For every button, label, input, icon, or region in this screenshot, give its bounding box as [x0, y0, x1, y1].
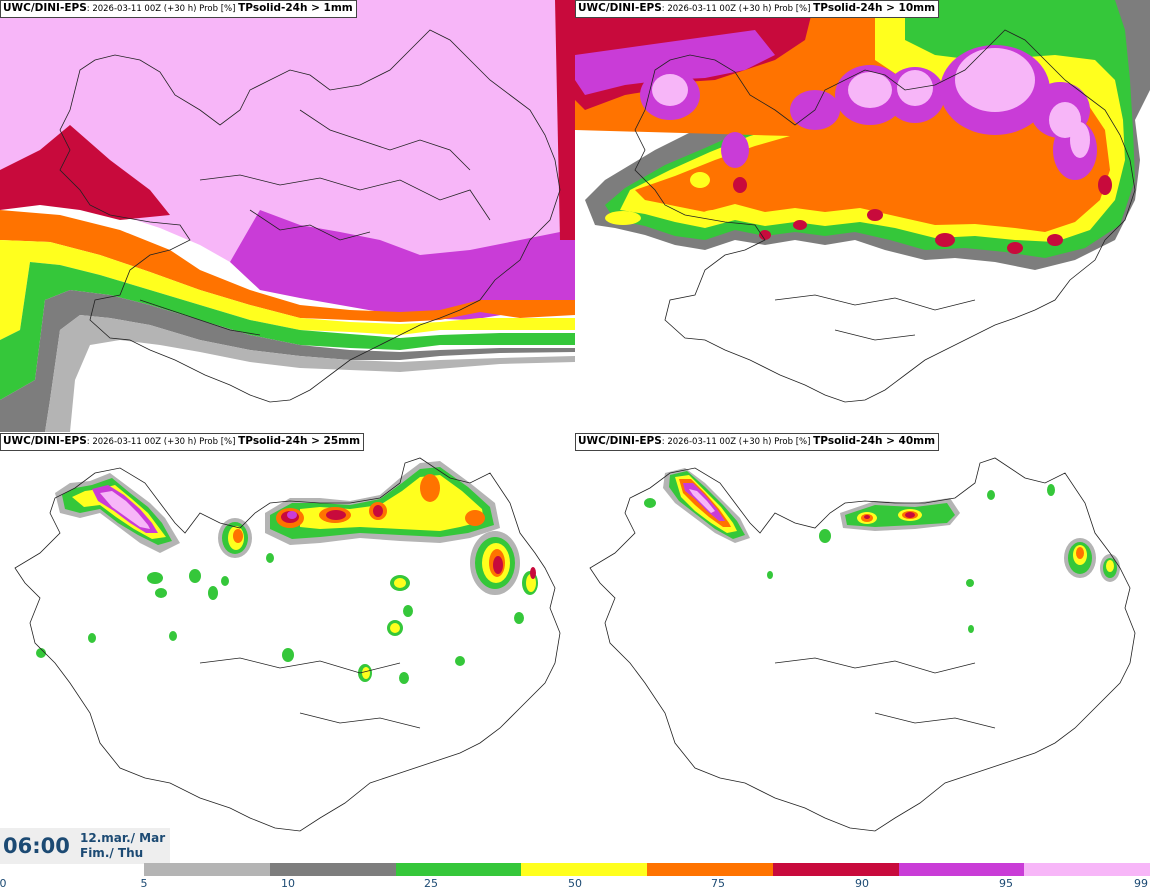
coastline-10mm — [634, 29, 1136, 403]
colorbar-segment — [647, 863, 773, 876]
model-name: UWC/DINI-EPS — [578, 435, 662, 447]
precip-map-10mm — [575, 0, 1150, 403]
param-label: TPsolid-24h > 25mm — [238, 435, 361, 447]
panel-title: UWC/DINI-EPS: 2026-03-11 00Z (+30 h) Pro… — [575, 0, 940, 18]
model-name: UWC/DINI-EPS — [3, 2, 87, 14]
map-panel-40mm: UWC/DINI-EPS: 2026-03-11 00Z (+30 h) Pro… — [575, 433, 1150, 865]
colorbar-tick-label: 99 — [1134, 877, 1148, 890]
valid-time-clock: 06:00 — [3, 834, 70, 858]
run-meta: : 2026-03-11 00Z (+30 h) Prob [%] — [661, 437, 814, 447]
colorbar-segment — [521, 863, 647, 876]
param-label: TPsolid-24h > 1mm — [238, 2, 353, 14]
panel-title: UWC/DINI-EPS: 2026-03-11 00Z (+30 h) Pro… — [575, 433, 940, 451]
colorbar-segment — [144, 863, 270, 876]
valid-time-box: 06:00 12.mar./ Mar Fim./ Thu — [0, 828, 170, 864]
valid-weekday: Fim./ Thu — [80, 846, 144, 860]
map-panel-25mm: UWC/DINI-EPS: 2026-03-11 00Z (+30 h) Pro… — [0, 433, 575, 865]
param-label: TPsolid-24h > 40mm — [813, 435, 936, 447]
model-name: UWC/DINI-EPS — [578, 2, 662, 14]
panel-title: UWC/DINI-EPS: 2026-03-11 00Z (+30 h) Pro… — [0, 0, 357, 18]
map-panel-10mm: UWC/DINI-EPS: 2026-03-11 00Z (+30 h) Pro… — [575, 0, 1150, 432]
colorbar-tick-label: 25 — [424, 877, 438, 890]
colorbar-segment — [395, 863, 522, 876]
panel-title: UWC/DINI-EPS: 2026-03-11 00Z (+30 h) Pro… — [0, 433, 365, 451]
colorbar-segment — [269, 863, 396, 876]
param-label: TPsolid-24h > 10mm — [813, 2, 936, 14]
colorbar-segment — [1024, 863, 1150, 876]
precip-map-40mm — [589, 457, 1136, 832]
map-panel-1mm: UWC/DINI-EPS: 2026-03-11 00Z (+30 h) Pro… — [0, 0, 575, 432]
run-meta: : 2026-03-11 00Z (+30 h) Prob [%] — [86, 437, 239, 447]
colorbar-tick-label: 5 — [140, 877, 148, 890]
colorbar-segment — [772, 863, 899, 876]
run-meta: : 2026-03-11 00Z (+30 h) Prob [%] — [661, 4, 814, 14]
colorbar-segment — [898, 863, 1025, 876]
run-meta: : 2026-03-11 00Z (+30 h) Prob [%] — [86, 4, 239, 14]
coastline-25mm — [14, 457, 561, 832]
coastline-40mm — [589, 457, 1136, 832]
colorbar-tick-label: 0 — [0, 877, 7, 890]
colorbar-tick-label: 10 — [281, 877, 295, 890]
model-name: UWC/DINI-EPS — [3, 435, 87, 447]
colorbar-tick-label: 50 — [568, 877, 582, 890]
probability-colorbar — [144, 863, 1150, 876]
precip-map-1mm — [0, 0, 575, 432]
valid-date: 12.mar./ Mar — [80, 831, 166, 845]
colorbar-tick-label: 90 — [855, 877, 869, 890]
colorbar-tick-label: 75 — [711, 877, 725, 890]
coastline-1mm — [59, 29, 561, 403]
precip-map-25mm — [14, 457, 561, 832]
colorbar-tick-label: 95 — [999, 877, 1013, 890]
